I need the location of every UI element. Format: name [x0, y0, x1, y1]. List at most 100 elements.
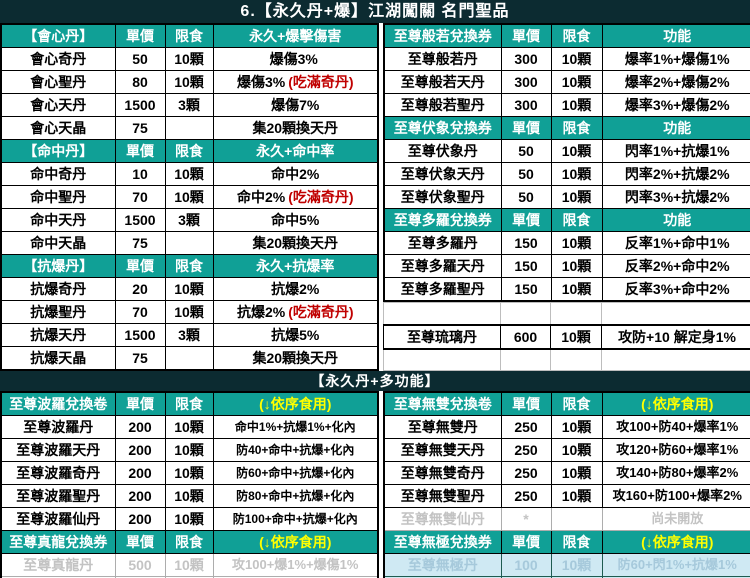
item-name-cell: 至尊無雙丹: [383, 415, 502, 439]
table-row: 命中奇丹 10 10顆 命中2%: [0, 162, 379, 186]
limit-cell: 10顆: [164, 70, 214, 94]
effect-text: 爆傷7%: [271, 97, 320, 113]
price-cell: 150: [500, 277, 552, 302]
table-row: 至尊無雙丹 250 10顆 攻100+防40+爆率1%: [383, 415, 750, 439]
limit-cell: 10顆: [164, 162, 214, 186]
price-cell: 300: [500, 93, 552, 117]
effect-cell: 攻100+爆1%+爆傷1%: [212, 553, 379, 577]
effect-text: 集20顆換天丹: [252, 120, 339, 136]
limit-cell: 10顆: [164, 553, 214, 577]
item-name-cell: 命中聖丹: [0, 185, 116, 209]
col-header-effect: 永久+抗爆率: [212, 254, 379, 278]
table-row: 至尊波羅丹 200 10顆 命中1%+抗爆1%+化內: [0, 415, 379, 439]
wushuang-table: 至尊無雙兌換卷 單價 限食 (↓依序食用) 至尊無雙丹 250 10顆 攻100…: [383, 391, 750, 578]
item-name-cell: 命中天晶: [0, 231, 116, 255]
section-header-row: 至尊多羅兌換券 單價 限食 功能: [383, 208, 750, 232]
section-header-row: 【會心丹】 單價 限食 永久+爆擊傷害: [0, 23, 379, 48]
price-cell: 70: [114, 300, 166, 324]
col-header-effect: 功能: [601, 23, 750, 48]
item-name-cell: 至尊琉璃丹: [383, 323, 501, 350]
price-cell: 250: [500, 461, 552, 485]
item-name-cell: 至尊伏象聖丹: [383, 185, 502, 209]
effect-text: 抗爆5%: [271, 327, 320, 343]
table-row-locked: 至尊無極丹 100 10顆 防60+閃1%+抗爆1%: [383, 553, 750, 577]
section-title: 至尊真龍兌換券: [0, 530, 116, 554]
col-header-price: 單價: [114, 391, 166, 416]
item-name-cell: 至尊伏象天丹: [383, 162, 502, 186]
effect-cell: 集20顆換天丹: [212, 231, 379, 255]
col-header-sequence: (↓依序食用): [212, 391, 379, 416]
item-name-cell: 至尊波羅仙丹: [0, 507, 116, 531]
price-cell: 250: [500, 484, 552, 508]
effect-text: 命中5%: [271, 212, 320, 228]
item-name-cell: 抗爆聖丹: [0, 300, 116, 324]
limit-cell: [550, 507, 603, 531]
polo-table: 至尊波羅兌換卷 單價 限食 (↓依序食用) 至尊波羅丹 200 10顆 命中1%…: [0, 391, 379, 578]
section-title: 【抗爆丹】: [0, 254, 116, 278]
red-note: (吃滿奇丹): [288, 74, 354, 90]
price-cell: 1500: [114, 323, 166, 347]
limit-cell: 10顆: [164, 415, 214, 439]
col-header-price: 單價: [500, 23, 552, 48]
table-row: 抗爆天晶 75 集20顆換天丹: [0, 346, 379, 371]
limit-cell: 10顆: [550, 139, 603, 163]
table-row: 至尊般若聖丹 300 10顆 爆率3%+爆傷2%: [383, 93, 750, 117]
table-row: 命中天晶 75 集20顆換天丹: [0, 231, 379, 255]
table-row: 會心奇丹 50 10顆 爆傷3%: [0, 47, 379, 71]
section-header-row: 【命中丹】 單價 限食 永久+命中率: [0, 139, 379, 163]
price-cell: 600: [500, 323, 551, 350]
page-title: 6.【永久丹+爆】江湖闖關 名門聖品: [0, 0, 750, 23]
limit-cell: [164, 231, 214, 255]
col-header-limit: 限食: [164, 139, 214, 163]
col-header-price: 單價: [500, 391, 552, 416]
cutoff-row: [0, 576, 379, 578]
section-header-row: 至尊般若兌換券 單價 限食 功能: [383, 23, 750, 48]
cutoff-row: [383, 576, 750, 578]
table-row-disabled: 至尊真龍丹 500 10顆 攻100+爆1%+爆傷1%: [0, 553, 379, 577]
price-cell: 75: [114, 346, 166, 371]
effect-cell: 防40+命中+抗爆+化內: [212, 438, 379, 462]
price-cell: 50: [500, 162, 552, 186]
price-cell: 300: [500, 47, 552, 71]
effect-cell: 攻100+防40+爆率1%: [601, 415, 750, 439]
item-name-cell: 至尊無極丹: [383, 553, 502, 577]
effect-cell: 爆率3%+爆傷2%: [601, 93, 750, 117]
price-cell: 200: [114, 484, 166, 508]
table-row: 會心天晶 75 集20顆換天丹: [0, 116, 379, 140]
red-note: (吃滿奇丹): [288, 304, 354, 320]
table-row: 至尊伏象聖丹 50 10顆 閃率3%+抗爆2%: [383, 185, 750, 209]
limit-cell: 10顆: [164, 507, 214, 531]
effect-text: 爆傷3%: [269, 51, 318, 67]
section-header-row: 至尊無極兌換券 單價 限食 (↓依序食用): [383, 530, 750, 554]
price-cell: 1500: [114, 208, 166, 232]
item-name-cell: 至尊般若聖丹: [383, 93, 502, 117]
section-header-row: 至尊伏象兌換券 單價 限食 功能: [383, 116, 750, 140]
effect-text: 抗爆2%: [271, 281, 320, 297]
col-header-limit: 限食: [164, 391, 214, 416]
limit-cell: 10顆: [550, 185, 603, 209]
table-row: 至尊伏象天丹 50 10顆 閃率2%+抗爆2%: [383, 162, 750, 186]
item-name-cell: 至尊多羅天丹: [383, 254, 502, 278]
item-name-cell: 至尊波羅天丹: [0, 438, 116, 462]
item-name-cell: 至尊無雙奇丹: [383, 461, 502, 485]
effect-cell: 命中1%+抗爆1%+化內: [212, 415, 379, 439]
col-header-sequence: (↓依序食用): [212, 530, 379, 554]
price-cell: 200: [114, 438, 166, 462]
table-row: 至尊波羅聖丹 200 10顆 防80+命中+抗爆+化內: [0, 484, 379, 508]
col-header-price: 單價: [500, 208, 552, 232]
limit-cell: 10顆: [550, 415, 603, 439]
pill-table-left: 【會心丹】 單價 限食 永久+爆擊傷害 會心奇丹 50 10顆 爆傷3% 會心聖…: [0, 23, 379, 371]
price-cell: 200: [114, 415, 166, 439]
col-header-effect: 永久+命中率: [212, 139, 379, 163]
table-row: 至尊無雙天丹 250 10顆 攻120+防60+爆率1%: [383, 438, 750, 462]
table-row: 命中天丹 1500 3顆 命中5%: [0, 208, 379, 232]
table-row: 至尊波羅天丹 200 10顆 防40+命中+抗爆+化內: [0, 438, 379, 462]
item-name-cell: 至尊無雙仙丹: [383, 507, 502, 531]
price-cell: 50: [500, 185, 552, 209]
col-header-limit: 限食: [550, 208, 603, 232]
limit-cell: 10顆: [164, 484, 214, 508]
effect-text: 抗爆2%: [236, 304, 286, 320]
limit-cell: 10顆: [550, 461, 603, 485]
item-name-cell: 會心天晶: [0, 116, 116, 140]
